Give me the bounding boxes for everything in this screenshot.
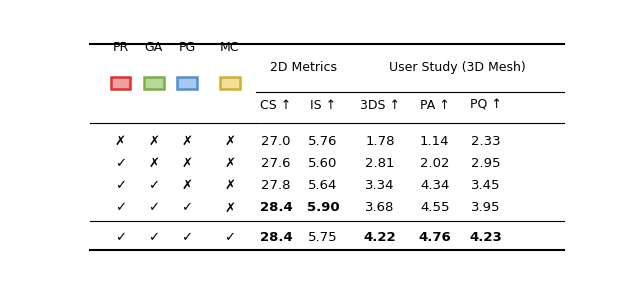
Text: 2.81: 2.81 [365,157,395,170]
Text: 4.22: 4.22 [364,231,396,244]
Text: ✓: ✓ [115,157,126,170]
Text: 1.14: 1.14 [420,135,449,148]
Text: ✓: ✓ [148,201,159,214]
Text: ✓: ✓ [181,231,193,244]
Text: 1.78: 1.78 [365,135,395,148]
Text: 5.64: 5.64 [308,179,338,192]
Text: ✗: ✗ [148,135,159,148]
FancyBboxPatch shape [111,77,131,89]
Text: PG: PG [179,41,195,54]
Text: 2.33: 2.33 [470,135,500,148]
Text: ✓: ✓ [115,179,126,192]
Text: 3.95: 3.95 [471,201,500,214]
Text: ✗: ✗ [181,157,193,170]
Text: ✗: ✗ [148,157,159,170]
Text: GA: GA [145,41,163,54]
Text: User Study (3D Mesh): User Study (3D Mesh) [388,61,525,74]
Text: 27.6: 27.6 [261,157,291,170]
Text: ✓: ✓ [224,231,236,244]
Text: ✓: ✓ [181,201,193,214]
Text: ✗: ✗ [224,157,236,170]
Text: 27.0: 27.0 [261,135,291,148]
Text: 4.23: 4.23 [469,231,502,244]
Text: ✗: ✗ [181,179,193,192]
Text: 4.34: 4.34 [420,179,449,192]
Text: 5.76: 5.76 [308,135,338,148]
Text: 4.76: 4.76 [419,231,451,244]
Text: 3.45: 3.45 [471,179,500,192]
Text: 27.8: 27.8 [261,179,291,192]
Text: 28.4: 28.4 [260,231,292,244]
Text: ✗: ✗ [115,135,126,148]
Text: ✓: ✓ [148,179,159,192]
Text: PR: PR [112,41,129,54]
Text: 2D Metrics: 2D Metrics [269,61,337,74]
Text: ✓: ✓ [148,231,159,244]
Text: MC: MC [220,41,239,54]
FancyBboxPatch shape [144,77,164,89]
Text: ✗: ✗ [224,135,236,148]
Text: 4.55: 4.55 [420,201,449,214]
Text: PQ ↑: PQ ↑ [470,99,501,112]
Text: ✗: ✗ [224,201,236,214]
Text: 3.34: 3.34 [365,179,395,192]
Text: 2.02: 2.02 [420,157,449,170]
Text: ✓: ✓ [115,201,126,214]
FancyBboxPatch shape [220,77,240,89]
Text: 5.60: 5.60 [308,157,338,170]
Text: CS ↑: CS ↑ [260,99,292,112]
Text: 28.4: 28.4 [260,201,292,214]
Text: 3.68: 3.68 [365,201,395,214]
Text: 3DS ↑: 3DS ↑ [360,99,400,112]
Text: ✗: ✗ [181,135,193,148]
Text: ✓: ✓ [115,231,126,244]
Text: ✗: ✗ [224,179,236,192]
Text: IS ↑: IS ↑ [310,99,336,112]
Text: 2.95: 2.95 [471,157,500,170]
Text: PA ↑: PA ↑ [420,99,449,112]
Text: 5.90: 5.90 [307,201,339,214]
FancyBboxPatch shape [177,77,197,89]
Text: 5.75: 5.75 [308,231,338,244]
